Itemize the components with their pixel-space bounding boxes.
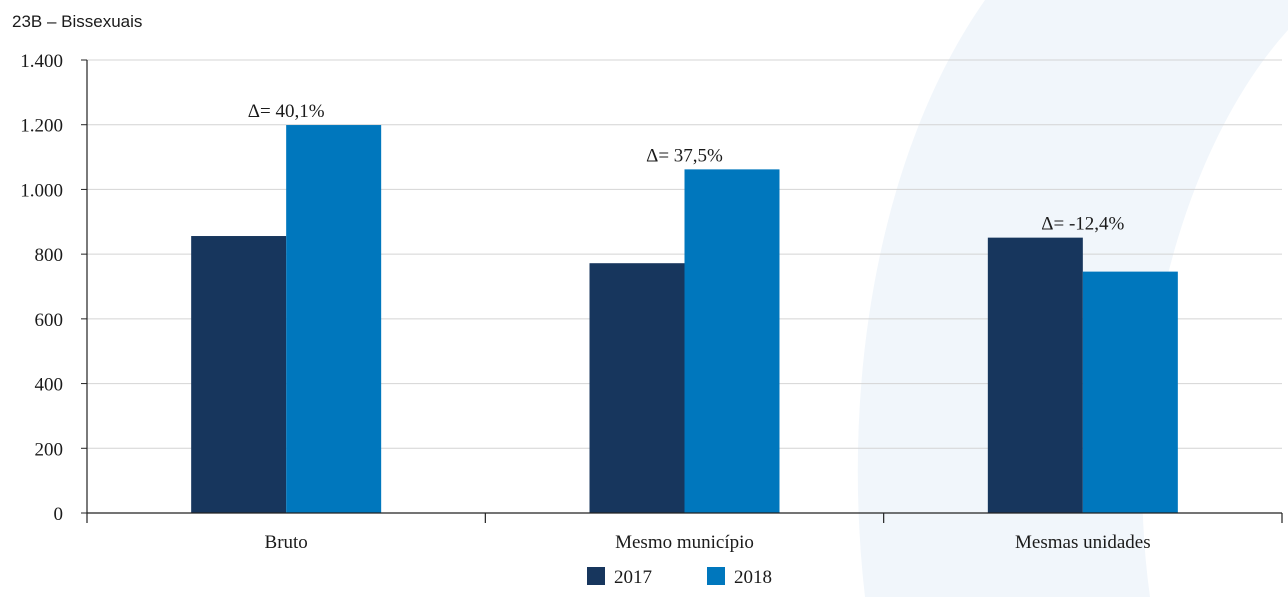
legend-label: 2017	[614, 567, 652, 588]
delta-annotation: Δ= 40,1%	[248, 101, 325, 122]
y-tick-label: 400	[35, 375, 64, 396]
y-tick-label: 1.400	[20, 51, 63, 72]
x-category-label: Bruto	[265, 532, 308, 553]
y-tick-label: 800	[35, 245, 64, 266]
y-tick-label: 1.200	[20, 116, 63, 137]
chart-title: 23B – Bissexuais	[12, 12, 142, 31]
delta-annotation: Δ= 37,5%	[646, 145, 723, 166]
legend-swatch-2018	[707, 567, 725, 585]
bar-2018	[286, 125, 382, 514]
delta-annotation: Δ= -12,4%	[1041, 214, 1124, 235]
bar-2017	[987, 237, 1083, 513]
annotations: Δ= 40,1% Δ= 37,5% Δ= -12,4%	[248, 101, 1125, 235]
legend-swatch-2017	[587, 567, 605, 585]
y-tick-label: 0	[54, 504, 64, 525]
y-tick-label: 200	[35, 439, 64, 460]
legend: 2017 2018	[587, 567, 772, 588]
bar-2018	[684, 169, 780, 514]
bar-2018	[1082, 271, 1178, 513]
x-category-label: Mesmas unidades	[1015, 532, 1151, 553]
y-tick-label: 1.000	[20, 180, 63, 201]
y-tick-label: 600	[35, 310, 64, 331]
legend-label: 2018	[734, 567, 772, 588]
bar-2017	[191, 236, 287, 513]
bar-2017	[589, 263, 685, 513]
bars	[191, 125, 1178, 514]
axes: 0 200 400 600 800 1.000 1.200 1.400 Bruto Mesmo m…	[20, 51, 1283, 553]
x-category-label: Mesmo município	[615, 532, 754, 553]
